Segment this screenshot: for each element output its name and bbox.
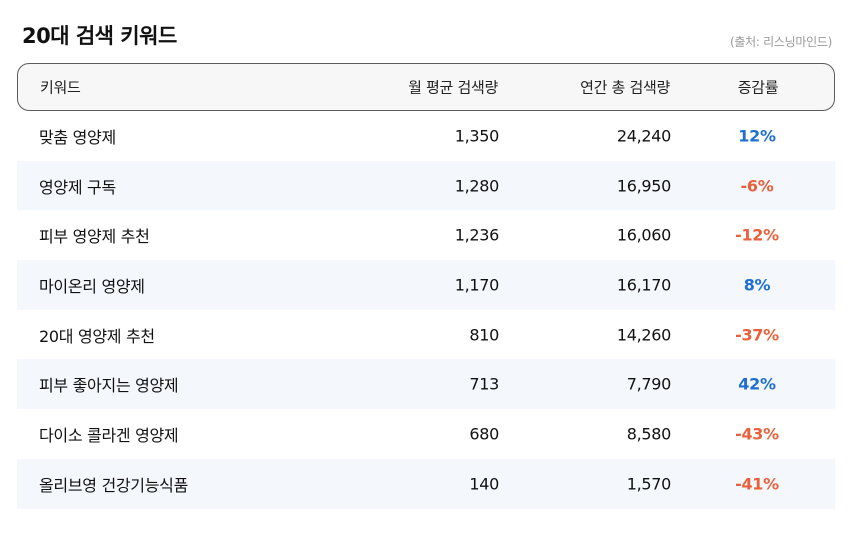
table-row: 피부 영양제 추천 1,236 16,060 -12% [17, 210, 835, 260]
header-keyword: 키워드 [40, 78, 81, 97]
change-rate-cell: 8% [743, 275, 771, 295]
monthly-volume-cell: 1,236 [454, 225, 500, 245]
annual-volume-cell: 8,580 [626, 424, 672, 444]
change-rate-cell: -6% [740, 176, 774, 196]
table-row: 20대 영양제 추천 810 14,260 -37% [17, 310, 835, 360]
annual-volume-cell: 14,260 [616, 325, 671, 345]
keyword-table: 키워드 월 평균 검색량 연간 총 검색량 증감률 맞춤 영양제 1,350 24,… [17, 63, 835, 509]
header-monthly: 월 평균 검색량 [408, 78, 498, 97]
annual-volume-cell: 16,950 [616, 176, 671, 196]
change-rate-cell: 12% [738, 126, 776, 146]
table-row: 마이온리 영양제 1,170 16,170 8% [17, 260, 835, 310]
keyword-cell: 올리브영 건강기능식품 [39, 475, 188, 495]
change-rate-cell: -41% [735, 474, 779, 494]
monthly-volume-cell: 1,170 [454, 275, 500, 295]
change-rate-cell: -37% [735, 325, 779, 345]
annual-volume-cell: 1,570 [626, 474, 672, 494]
change-rate-cell: -12% [735, 225, 779, 245]
monthly-volume-cell: 713 [469, 374, 499, 394]
keyword-cell: 다이소 콜라겐 영양제 [39, 425, 179, 445]
monthly-volume-cell: 1,350 [454, 126, 500, 146]
keyword-cell: 20대 영양제 추천 [39, 326, 155, 346]
monthly-volume-cell: 810 [469, 325, 499, 345]
table-body: 맞춤 영양제 1,350 24,240 12% 영양제 구독 1,280 16,950 -6%… [17, 111, 835, 509]
keyword-cell: 맞춤 영양제 [39, 127, 116, 147]
header-change: 증감률 [737, 78, 779, 97]
keyword-cell: 피부 좋아지는 영양제 [39, 376, 179, 396]
header-annual: 연간 총 검색량 [580, 78, 670, 97]
change-rate-cell: -43% [735, 424, 779, 444]
table-row: 다이소 콜라겐 영양제 680 8,580 -43% [17, 409, 835, 459]
annual-volume-cell: 16,060 [616, 225, 671, 245]
monthly-volume-cell: 140 [469, 474, 499, 494]
change-rate-cell: 42% [738, 374, 776, 394]
annual-volume-cell: 7,790 [626, 374, 672, 394]
table-header: 키워드 월 평균 검색량 연간 총 검색량 증감률 [17, 63, 835, 111]
table-row: 올리브영 건강기능식품 140 1,570 -41% [17, 458, 835, 509]
monthly-volume-cell: 1,280 [454, 176, 500, 196]
table-row: 피부 좋아지는 영양제 713 7,790 42% [17, 359, 835, 410]
source-note: (출처: 리스닝마인드) [730, 35, 832, 49]
table-row: 맞춤 영양제 1,350 24,240 12% [17, 111, 835, 161]
table-row: 영양제 구독 1,280 16,950 -6% [17, 160, 835, 211]
keyword-cell: 피부 영양제 추천 [39, 227, 150, 247]
keyword-cell: 영양제 구독 [39, 177, 116, 197]
page-title: 20대 검색 키워드 [22, 24, 177, 48]
annual-volume-cell: 24,240 [616, 126, 671, 146]
annual-volume-cell: 16,170 [616, 275, 671, 295]
monthly-volume-cell: 680 [469, 424, 499, 444]
keyword-cell: 마이온리 영양제 [39, 276, 145, 296]
